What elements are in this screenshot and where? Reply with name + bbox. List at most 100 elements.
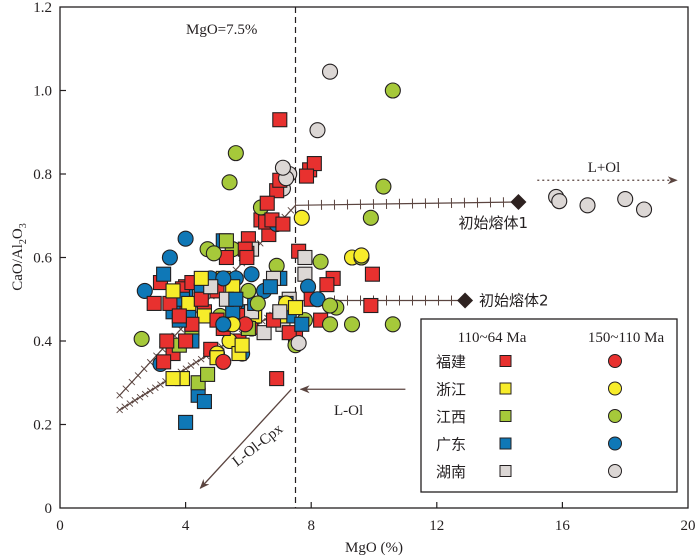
legend-row-label: 江西 bbox=[436, 408, 466, 426]
data-point-square bbox=[178, 333, 194, 349]
x-tick-label: 16 bbox=[555, 518, 571, 534]
y-tick-label: 0.2 bbox=[33, 418, 52, 434]
x-tick-label: 20 bbox=[681, 518, 696, 534]
data-point-circle bbox=[321, 297, 339, 314]
x-tick-label: 0 bbox=[56, 518, 64, 534]
y-tick-label: 0.6 bbox=[33, 251, 52, 267]
data-point-square bbox=[287, 300, 304, 316]
data-point-square bbox=[298, 168, 315, 184]
olivine-path-melt1-line bbox=[295, 201, 519, 206]
fractionation-path-lower-tick bbox=[141, 390, 149, 398]
data-point-square bbox=[275, 216, 291, 232]
data-point-circle bbox=[384, 316, 401, 333]
data-point-square bbox=[178, 414, 194, 430]
data-point-square bbox=[146, 295, 162, 311]
data-point-circle bbox=[375, 178, 392, 195]
fractionation-path-upper-tick bbox=[128, 378, 136, 386]
data-point-circle bbox=[205, 245, 222, 262]
initial-melt-2-marker bbox=[457, 292, 474, 309]
data-point-square bbox=[272, 304, 288, 320]
x-tick-label: 12 bbox=[429, 518, 444, 534]
fractionation-path-upper-tick bbox=[134, 372, 142, 379]
x-axis-title: MgO (%) bbox=[345, 540, 403, 556]
fractionation-path-upper-tick bbox=[116, 391, 123, 399]
data-point-circle bbox=[249, 295, 266, 312]
data-point-circle bbox=[321, 316, 339, 333]
legend-row-label: 浙江 bbox=[436, 381, 466, 399]
data-point-circle bbox=[551, 193, 568, 210]
legend-circle-marker bbox=[608, 464, 622, 478]
l-ol-cpx-label: L-Ol-Cpx bbox=[230, 421, 287, 470]
data-point-circle bbox=[227, 145, 244, 162]
legend-box bbox=[420, 318, 678, 493]
y-axis-title-mid: O bbox=[10, 228, 26, 239]
data-point-circle bbox=[133, 330, 150, 347]
data-point-circle bbox=[177, 230, 194, 247]
data-point-square bbox=[228, 291, 244, 307]
legend-row: 福建 bbox=[436, 353, 622, 371]
data-point-square bbox=[200, 366, 216, 382]
data-point-circle bbox=[221, 174, 238, 191]
legend-row-label: 福建 bbox=[436, 353, 466, 371]
axes: 0 4 8 12 16 20 0 0.2 0.4 0.6 0.8 1.0 1.2 bbox=[33, 0, 695, 534]
y-axis-title: CaO/Al2O3 bbox=[10, 223, 29, 291]
y-tick-label: 0.4 bbox=[33, 334, 52, 350]
initial-melt-1-marker bbox=[510, 193, 527, 210]
data-point-square bbox=[184, 316, 200, 332]
data-point-circle bbox=[293, 209, 310, 226]
fractionation-path-lower-tick bbox=[197, 355, 205, 363]
data-point-square bbox=[363, 297, 379, 314]
y-tick-label: 1.2 bbox=[33, 0, 52, 16]
legend-row: 广东 bbox=[436, 436, 622, 454]
fractionation-path-lower-tick bbox=[116, 406, 123, 414]
data-point-square bbox=[193, 291, 209, 307]
legend-row-label: 广东 bbox=[436, 436, 466, 454]
data-point-circle bbox=[136, 282, 153, 299]
data-point-circle bbox=[243, 266, 260, 283]
data-point-circle bbox=[240, 282, 257, 299]
data-point-square bbox=[281, 325, 297, 341]
data-point-square bbox=[196, 393, 212, 410]
legend-row: 湖南 bbox=[436, 463, 622, 481]
data-point-circle bbox=[384, 82, 401, 99]
x-tick-label: 4 bbox=[182, 518, 190, 534]
data-point-square bbox=[159, 333, 175, 349]
data-point-square bbox=[364, 266, 380, 282]
l-plus-ol-label: L+Ol bbox=[588, 160, 621, 176]
data-point-square bbox=[306, 156, 322, 172]
legend-square-marker bbox=[499, 382, 512, 395]
data-point-circle bbox=[635, 201, 653, 218]
data-point-circle bbox=[215, 316, 232, 333]
data-point-circle bbox=[215, 270, 232, 287]
fractionation-path-lower-tick bbox=[131, 397, 139, 404]
y-axis-title-sub1: 2 bbox=[18, 239, 29, 244]
data-point-circle bbox=[617, 191, 634, 208]
fractionation-path-lower-tick bbox=[146, 387, 154, 395]
fractionation-path-lower-tick bbox=[157, 381, 164, 388]
legend-circle-marker bbox=[608, 381, 622, 396]
legend-square-marker bbox=[499, 410, 512, 422]
data-point-square bbox=[162, 295, 178, 311]
legend-row: 浙江 bbox=[436, 381, 622, 399]
fractionation-path-upper-tick bbox=[122, 385, 130, 392]
fractionation-path-lower-tick bbox=[182, 365, 190, 373]
data-points bbox=[133, 63, 653, 430]
legend-circle-marker bbox=[608, 409, 622, 423]
data-point-circle bbox=[362, 209, 379, 226]
data-point-circle bbox=[321, 63, 339, 80]
legend-header-old: 150~110 Ma bbox=[588, 330, 665, 346]
legend-square-marker bbox=[499, 437, 512, 450]
fractionation-path-lower-tick bbox=[136, 393, 144, 401]
data-point-square bbox=[269, 371, 285, 387]
data-point-square bbox=[262, 279, 278, 295]
data-point-square bbox=[294, 316, 310, 332]
data-point-circle bbox=[312, 253, 329, 270]
data-point-square bbox=[181, 295, 197, 311]
initial-melt-2-label: 初始熔体2 bbox=[479, 292, 549, 310]
legend-circle-marker bbox=[608, 436, 622, 451]
l-ol-label: L-Ol bbox=[334, 403, 363, 419]
initial-melt-1-label: 初始熔体1 bbox=[458, 214, 528, 232]
